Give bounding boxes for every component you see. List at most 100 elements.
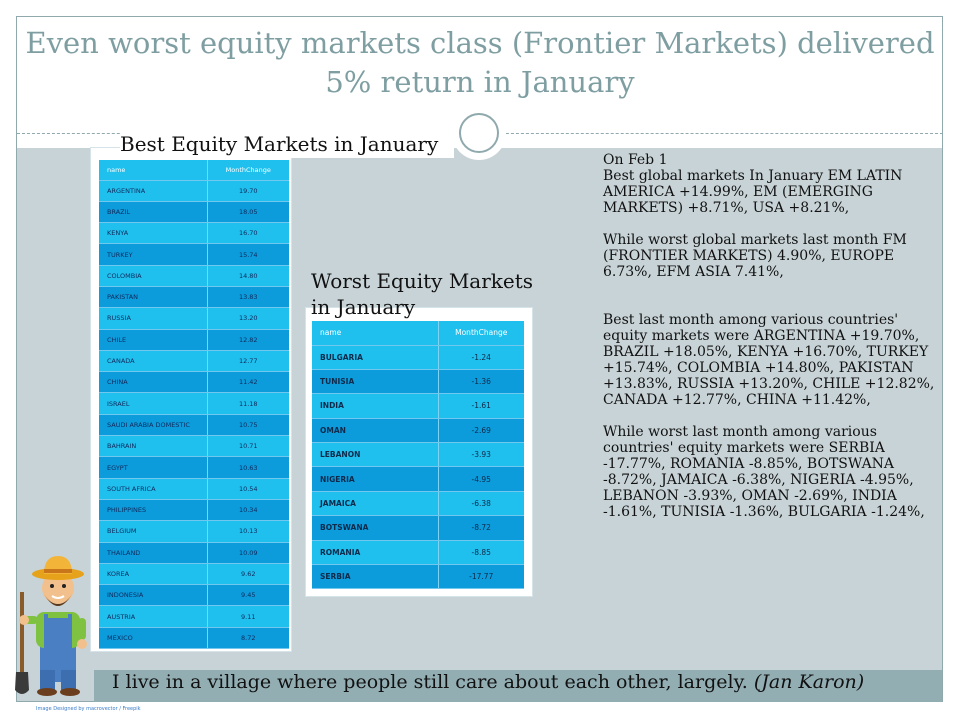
beard	[44, 594, 72, 606]
best-row-name: KOREA	[99, 563, 207, 586]
commentary-text: On Feb 1 Best global markets In January …	[603, 152, 938, 520]
best-row: PHILIPPINES 10.34	[99, 499, 289, 522]
best-row: ISRAEL 11.18	[99, 392, 289, 415]
commentary-date: On Feb 1	[603, 152, 668, 168]
best-row-value: 11.18	[206, 392, 289, 415]
shovel-handle	[20, 592, 24, 676]
best-row-value: 9.11	[206, 605, 289, 628]
best-row-name: CHILE	[99, 329, 207, 351]
worst-row: NIGERIA -4.95	[312, 466, 524, 492]
worst-row-value: -17.77	[437, 564, 524, 590]
quote-author: (Jan Karon)	[753, 671, 865, 693]
best-row-value: 8.72	[206, 627, 289, 650]
best-row: CHINA 11.42	[99, 371, 289, 394]
best-row-name: SAUDI ARABIA DOMESTIC	[99, 414, 207, 437]
divider-ring-inner	[459, 113, 499, 153]
worst-row-name: INDIA	[312, 393, 438, 419]
best-row: ARGENTINA 19.70	[99, 180, 289, 202]
worst-table-card: name MonthChange BULGARIA -1.24 TUNISIA -1.…	[305, 307, 533, 597]
worst-row: JAMAICA -6.38	[312, 491, 524, 517]
best-row-value: 10.13	[206, 520, 289, 543]
worst-row: TUNISIA -1.36	[312, 369, 524, 395]
best-row-value: 10.75	[206, 414, 289, 437]
best-row-value: 13.83	[206, 286, 289, 309]
worst-header-change: MonthChange	[437, 321, 524, 346]
best-table-card: name MonthChange ARGENTINA 19.70 BRAZIL 18.…	[90, 147, 292, 652]
best-row: KENYA 16.70	[99, 222, 289, 245]
worst-row-name: ROMANIA	[312, 540, 438, 566]
commentary-worst-countries: While worst last month among various cou…	[603, 424, 925, 520]
best-row-value: 9.45	[206, 584, 289, 607]
best-row-name: COLOMBIA	[99, 265, 207, 287]
best-row: KOREA 9.62	[99, 563, 289, 586]
commentary-best-global: Best global markets In January EM LATIN …	[603, 168, 903, 216]
best-row: EGYPT 10.63	[99, 456, 289, 479]
best-row-name: RUSSIA	[99, 307, 207, 330]
best-row-name: BELGIUM	[99, 520, 207, 543]
boot-right	[60, 688, 80, 696]
worst-table-title: Worst Equity Markets in January	[311, 269, 534, 319]
best-row-name: BRAZIL	[99, 201, 207, 224]
best-row: BRAZIL 18.05	[99, 201, 289, 224]
best-row-name: TURKEY	[99, 243, 207, 266]
worst-row: ROMANIA -8.85	[312, 540, 524, 566]
best-row-name: PAKISTAN	[99, 286, 207, 309]
best-row-name: INDONESIA	[99, 584, 207, 607]
best-row-value: 10.09	[206, 542, 289, 564]
best-row: COLOMBIA 14.80	[99, 265, 289, 287]
slide-title: Even worst equity markets class (Frontie…	[25, 26, 935, 99]
best-row: INDONESIA 9.45	[99, 584, 289, 607]
best-row-value: 10.34	[206, 499, 289, 522]
worst-row-name: SERBIA	[312, 564, 438, 590]
best-markets-table: name MonthChange ARGENTINA 19.70 BRAZIL 18.…	[99, 160, 289, 650]
best-row: BELGIUM 10.13	[99, 520, 289, 543]
best-row: AUSTRIA 9.11	[99, 605, 289, 628]
best-row-name: PHILIPPINES	[99, 499, 207, 522]
commentary-worst-global: While worst global markets last month FM…	[603, 232, 907, 280]
worst-row-value: -3.93	[437, 442, 524, 468]
best-row: SAUDI ARABIA DOMESTIC 10.75	[99, 414, 289, 437]
best-row-value: 12.82	[206, 329, 289, 351]
best-row-name: CHINA	[99, 371, 207, 394]
worst-row-name: JAMAICA	[312, 491, 438, 517]
best-row-name: EGYPT	[99, 456, 207, 479]
worst-row-value: -1.36	[437, 369, 524, 395]
best-row-name: MEXICO	[99, 627, 207, 650]
best-row-value: 11.42	[206, 371, 289, 394]
commentary-best-countries: Best last month among various countries'…	[603, 312, 935, 408]
boot-left	[37, 688, 57, 696]
farmer-illustration	[15, 556, 87, 696]
quote-text: I live in a village where people still c…	[112, 671, 748, 693]
best-row: SOUTH AFRICA 10.54	[99, 478, 289, 500]
best-row-value: 15.74	[206, 243, 289, 266]
worst-row: LEBANON -3.93	[312, 442, 524, 468]
best-row: CHILE 12.82	[99, 329, 289, 351]
worst-row: BULGARIA -1.24	[312, 345, 524, 370]
best-row-value: 18.05	[206, 201, 289, 224]
best-row: PAKISTAN 13.83	[99, 286, 289, 309]
worst-row-name: BOTSWANA	[312, 515, 438, 541]
worst-row-value: -8.85	[437, 540, 524, 566]
worst-row: BOTSWANA -8.72	[312, 515, 524, 541]
best-row-value: 19.70	[206, 180, 289, 202]
image-credit: Image Designed by macrovector / Freepik	[36, 706, 141, 712]
best-row-value: 10.54	[206, 478, 289, 500]
worst-row-value: -4.95	[437, 466, 524, 492]
worst-row: OMAN -2.69	[312, 418, 524, 444]
worst-row-value: -1.24	[437, 345, 524, 370]
worst-row-name: NIGERIA	[312, 466, 438, 492]
best-row-name: AUSTRIA	[99, 605, 207, 628]
best-row: RUSSIA 13.20	[99, 307, 289, 330]
best-row: THAILAND 10.09	[99, 542, 289, 564]
best-row-value: 12.77	[206, 350, 289, 373]
best-row: MEXICO 8.72	[99, 627, 289, 650]
worst-row-value: -2.69	[437, 418, 524, 444]
worst-row-value: -1.61	[437, 393, 524, 419]
worst-row-name: LEBANON	[312, 442, 438, 468]
best-row: BAHRAIN 10.71	[99, 435, 289, 458]
best-row-value: 9.62	[206, 563, 289, 586]
worst-row-name: OMAN	[312, 418, 438, 444]
best-row-value: 10.63	[206, 456, 289, 479]
best-row-value: 10.71	[206, 435, 289, 458]
quote-bar: I live in a village where people still c…	[94, 670, 942, 702]
